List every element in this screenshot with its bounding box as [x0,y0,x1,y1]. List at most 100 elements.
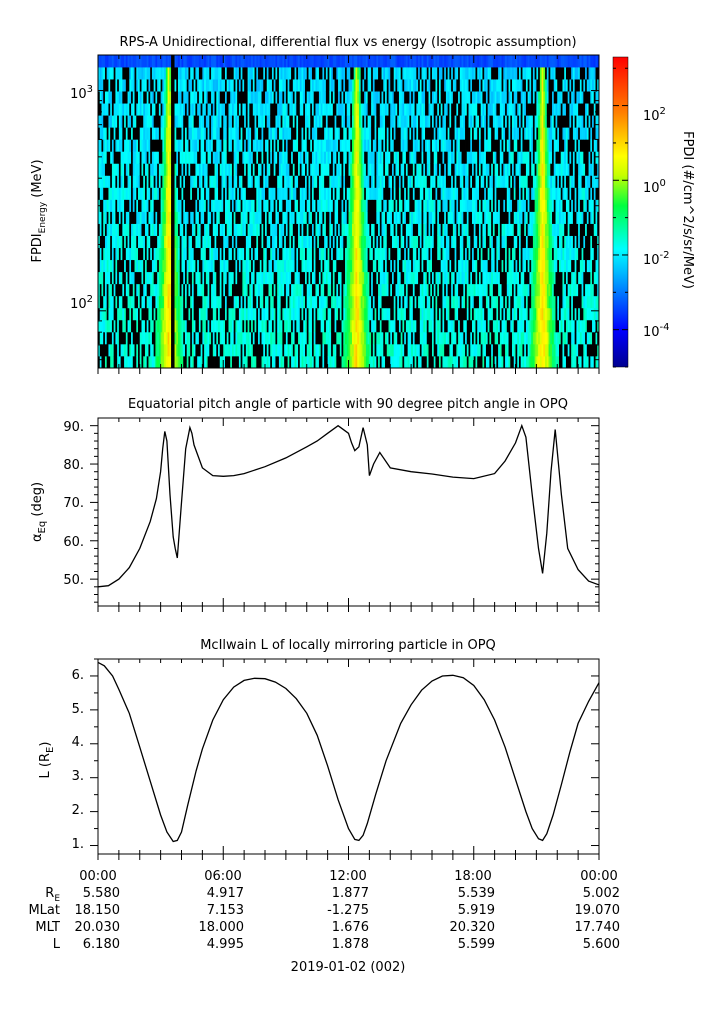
heatmap-cell [379,151,382,164]
heatmap-cell [339,67,342,80]
heatmap-cell [292,259,295,273]
heatmap-cell [322,343,325,357]
heatmap-cell [426,283,429,297]
heatmap-cell [238,343,242,357]
heatmap-cell [320,259,323,273]
heatmap-cell [134,55,137,68]
heatmap-cell [195,187,198,200]
heatmap-cell [144,79,148,92]
heatmap-cell [407,259,410,273]
heatmap-cell [418,163,421,176]
heatmap-cell [355,163,358,176]
heatmap-cell [172,139,175,152]
heatmap-cell [209,307,212,321]
heatmap-cell [115,151,118,164]
heatmap-cell [343,127,346,140]
heatmap-cell [184,211,188,224]
heatmap-cell [258,211,261,224]
heatmap-cell [277,151,280,164]
heatmap-cell [317,55,320,68]
heatmap-cell [398,259,402,273]
heatmap-cell [184,247,188,261]
heatmap-cell [200,235,203,249]
heatmap-cell [421,187,424,200]
heatmap-cell [263,355,266,368]
heatmap-cell [282,271,285,285]
heatmap-cell [106,271,109,285]
heatmap-cell [400,271,403,285]
heatmap-cell [306,331,309,345]
heatmap-cell [190,67,193,80]
heatmap-cell [146,199,149,212]
heatmap-cell [301,151,304,164]
heatmap-cell [139,235,142,249]
heatmap-cell [214,211,217,224]
heatmap-cell [365,139,369,152]
heatmap-cell [339,331,342,345]
heatmap-cell [237,331,240,345]
heatmap-cell [195,55,198,68]
heatmap-cell [294,211,297,224]
heatmap-cell [172,79,175,92]
heatmap-cell [235,151,238,164]
heatmap-cell [271,259,275,273]
heatmap-cell [341,307,344,321]
heatmap-cell [327,223,330,236]
heatmap-cell [315,343,318,357]
heatmap-cell [322,295,325,309]
heatmap-cell [397,307,400,321]
heatmap-cell [303,103,306,116]
heatmap-cell [379,127,382,140]
heatmap-cell [178,271,181,285]
heatmap-cell [294,283,297,297]
heatmap-cell [174,163,177,176]
heatmap-cell [160,151,163,164]
heatmap-cell [198,103,202,116]
heatmap-cell [212,247,215,261]
heatmap-cell [120,187,123,200]
heatmap-cell [324,259,327,273]
heatmap-cell [327,331,330,345]
heatmap-cell [285,223,289,236]
heatmap-cell [120,163,123,176]
heatmap-cell [226,91,229,104]
heatmap-cell [355,295,358,309]
heatmap-cell [231,187,235,200]
heatmap-cell [200,331,203,345]
heatmap-cell [414,247,417,261]
heatmap-cell [188,175,191,188]
heatmap-cell [104,91,108,104]
heatmap-cell [353,187,356,200]
heatmap-cell [379,67,382,80]
heatmap-cell [256,127,259,140]
heatmap-cell [308,271,311,285]
heatmap-cell [138,175,141,188]
heatmap-cell [223,139,226,152]
heatmap-cell [301,343,304,357]
heatmap-cell [226,151,229,164]
heatmap-cell [351,331,355,345]
heatmap-cell [271,343,275,357]
heatmap-cell [143,151,146,164]
heatmap-cell [245,211,248,224]
heatmap-cell [118,163,122,176]
heatmap-cell [365,271,369,285]
heatmap-cell [214,139,217,152]
heatmap-cell [409,187,412,200]
heatmap-cell [202,115,205,128]
heatmap-cell [395,199,398,212]
heatmap-cell [259,115,262,128]
heatmap-cell [385,103,388,116]
heatmap-cell [162,163,165,176]
heatmap-cell [238,139,242,152]
heatmap-cell [419,331,422,345]
heatmap-cell [412,163,415,176]
heatmap-cell [235,283,238,297]
heatmap-cell [381,127,384,140]
heatmap-cell [209,139,212,152]
heatmap-cell [151,175,155,188]
heatmap-cell [212,271,215,285]
heatmap-cell [164,199,167,212]
heatmap-cell [214,295,217,309]
heatmap-cell [209,355,212,368]
